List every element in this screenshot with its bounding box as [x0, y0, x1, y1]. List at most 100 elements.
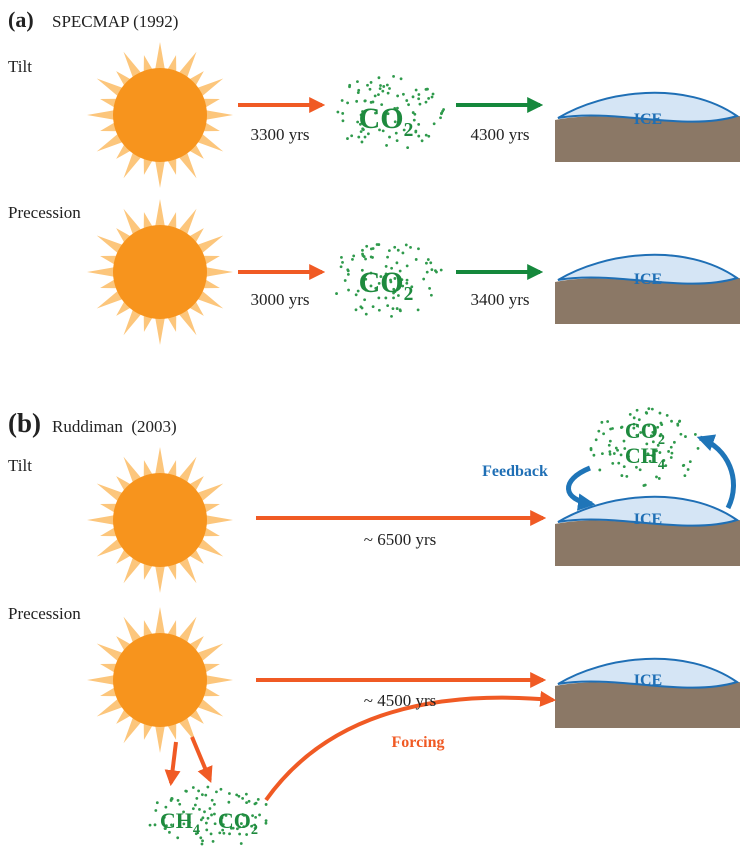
cloud-dot	[405, 278, 409, 282]
cloud-dot	[201, 816, 205, 820]
cloud-dot	[396, 94, 400, 98]
gas-label: CO2	[625, 418, 665, 448]
cloud-dot	[245, 833, 249, 836]
cloud-dot	[623, 447, 627, 450]
gas-sub: 2	[658, 432, 665, 448]
cloud-dot	[362, 128, 365, 132]
cloud-dot	[662, 459, 666, 462]
cloud-dot	[204, 793, 208, 797]
cloud-dot	[229, 826, 233, 830]
cloud-dot	[369, 284, 373, 288]
cloud-dot	[407, 103, 410, 107]
cloud-dot	[645, 442, 649, 446]
cloud-dot	[251, 814, 254, 818]
cloud-dot	[253, 823, 257, 827]
cloud-dot	[384, 272, 388, 276]
cloud-dot	[341, 119, 345, 123]
gas-label: CO2	[359, 266, 414, 305]
cloud-dot	[394, 131, 398, 135]
cloud-dot	[405, 264, 409, 268]
cloud-dot	[341, 260, 344, 264]
cloud-dot	[378, 128, 381, 132]
cloud-dot	[360, 268, 364, 272]
cloud-dot	[359, 113, 363, 117]
cloud-dot	[414, 258, 418, 261]
cloud-dot	[351, 257, 354, 261]
cloud-dot	[346, 137, 349, 140]
cloud-dot	[651, 454, 654, 458]
cloud-dot	[637, 418, 641, 422]
cloud-dot	[208, 807, 212, 810]
lag-label: 3000 yrs	[250, 290, 309, 309]
cloud-dot	[646, 452, 650, 456]
cloud-dot	[377, 308, 381, 312]
cloud-dot	[429, 293, 433, 297]
sun-rays	[87, 607, 233, 753]
ice-label: ICE	[634, 271, 662, 288]
cloud-dot	[404, 243, 408, 247]
decorations	[87, 42, 740, 846]
cloud-dot	[635, 424, 639, 428]
cloud-dot	[614, 446, 618, 450]
cloud-dot	[210, 798, 214, 802]
cloud-dot	[339, 265, 343, 269]
gas-label: CH4	[625, 443, 665, 473]
cloud-dot	[414, 129, 418, 133]
cloud-dot	[632, 416, 636, 420]
cloud-dot	[374, 286, 378, 290]
cloud-dot	[635, 433, 639, 437]
cloud-dot	[655, 449, 658, 453]
cloud-dot	[364, 257, 367, 261]
cloud-dot	[678, 419, 682, 423]
cloud-dot	[682, 463, 686, 467]
cloud-dot	[385, 83, 389, 87]
cloud-dot	[198, 807, 201, 811]
gas-sub: 2	[251, 822, 258, 838]
cloud-dot	[431, 92, 435, 96]
cloud-dot	[386, 91, 390, 95]
cloud-dot	[341, 112, 345, 115]
panel-title: SPECMAP (1992)	[52, 12, 178, 31]
cloud-dot	[346, 269, 350, 273]
cloud-dot	[388, 87, 391, 90]
arrow	[190, 736, 213, 783]
cloud-dot	[369, 247, 373, 251]
cloud-dot	[253, 827, 257, 830]
cloud-dot	[656, 443, 660, 447]
ground	[555, 278, 740, 324]
cloud-dot	[395, 261, 399, 265]
cloud-dot	[199, 836, 203, 840]
cloud-dot	[347, 288, 350, 292]
cloud-dot	[442, 108, 445, 111]
gas-base: CH	[160, 808, 193, 833]
feedback-label: Feedback	[482, 463, 548, 480]
cloud-dot	[346, 272, 350, 276]
gas-base: CH	[625, 443, 658, 468]
cloud-dot	[600, 452, 604, 456]
cloud-dot	[242, 825, 246, 829]
forcing-arrow	[264, 690, 557, 802]
cloud-dot	[373, 94, 377, 98]
cloud-dot	[658, 451, 662, 454]
cloud-dot	[669, 445, 673, 449]
cloud-dot	[396, 106, 399, 110]
cloud-dot	[664, 464, 668, 468]
cloud-dot	[439, 268, 443, 272]
cloud-dot	[357, 88, 361, 92]
cloud-dot	[356, 289, 360, 293]
cloud-dot	[236, 827, 239, 831]
cloud-dot	[204, 821, 208, 825]
cloud-dot	[392, 74, 395, 78]
cloud-dot	[430, 95, 434, 99]
cloud-dot	[377, 296, 381, 300]
ice-sheet	[557, 657, 740, 689]
cloud-dot	[188, 821, 191, 824]
cloud-dot	[426, 258, 430, 261]
cloud-dot	[227, 800, 231, 804]
cloud-dot	[658, 411, 662, 415]
cloud-dot	[402, 128, 406, 132]
cloud-dot	[219, 787, 223, 791]
cloud-dot	[363, 99, 367, 103]
cloud-dot	[393, 290, 397, 293]
cloud-dot	[639, 431, 643, 434]
